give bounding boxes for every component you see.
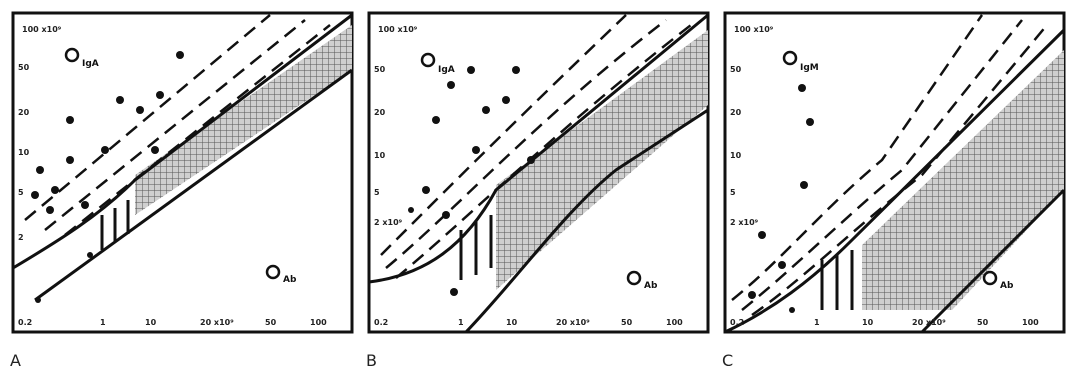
y-tick: 50 xyxy=(374,65,386,74)
y-tick: 2 x10⁹ xyxy=(730,218,759,227)
y-tick: 50 xyxy=(18,63,30,72)
y-tick: 2 xyxy=(18,233,24,242)
panel-label-a: A xyxy=(10,351,21,370)
x-tick: 0.2 xyxy=(374,318,388,327)
y-tick: 10 xyxy=(730,151,742,160)
x-tick: 100 xyxy=(666,318,683,327)
annotation-upper: IgM xyxy=(800,63,819,73)
y-tick: 2 x10⁹ xyxy=(374,218,403,227)
igM-marker-icon xyxy=(784,52,796,64)
panel-label-b: B xyxy=(366,351,377,370)
ab-marker-icon xyxy=(267,266,279,278)
annotation-upper: IgA xyxy=(438,65,455,75)
panel-b: IgA Ab 100 x10⁹ 50 20 10 5 2 x10⁹ 0.2 1 … xyxy=(366,10,711,335)
plot-c: IgM Ab 100 x10⁹ 50 20 10 5 2 x10⁹ 0.2 1 … xyxy=(722,10,1067,335)
x-tick: 10 xyxy=(862,318,874,327)
igA-marker-icon xyxy=(66,49,78,61)
y-tick: 10 xyxy=(18,148,30,157)
y-tick: 20 xyxy=(374,108,386,117)
annotation-lower: Ab xyxy=(1000,281,1014,291)
plot-b: IgA Ab 100 x10⁹ 50 20 10 5 2 x10⁹ 0.2 1 … xyxy=(366,10,711,335)
y-tick: 100 x10⁹ xyxy=(734,25,774,34)
y-tick: 50 xyxy=(730,65,742,74)
x-tick: 1 xyxy=(458,318,464,327)
x-tick: 50 xyxy=(621,318,633,327)
plot-a: IgA Ab 100 x10⁹ 50 20 10 5 2 0.2 1 10 20… xyxy=(10,10,355,335)
y-tick: 20 xyxy=(730,108,742,117)
x-tick: 100 xyxy=(1022,318,1039,327)
x-tick: 1 xyxy=(100,318,106,327)
y-tick: 5 xyxy=(18,188,24,197)
x-tick: 10 xyxy=(145,318,157,327)
y-tick: 5 xyxy=(374,188,380,197)
x-tick: 10 xyxy=(506,318,518,327)
x-tick: 100 xyxy=(310,318,327,327)
x-tick: 20 x10⁹ xyxy=(200,318,234,327)
igA-marker-icon xyxy=(422,54,434,66)
panel-a: IgA Ab 100 x10⁹ 50 20 10 5 2 0.2 1 10 20… xyxy=(10,10,355,335)
annotation-lower: Ab xyxy=(283,275,297,285)
panel-c: IgM Ab 100 x10⁹ 50 20 10 5 2 x10⁹ 0.2 1 … xyxy=(722,10,1067,335)
annotation-lower: Ab xyxy=(644,281,658,291)
x-tick: 50 xyxy=(265,318,277,327)
ab-marker-icon xyxy=(628,272,640,284)
y-tick: 5 xyxy=(730,188,736,197)
x-tick: 1 xyxy=(814,318,820,327)
panel-label-c: C xyxy=(722,351,733,370)
x-tick: 20 x10⁹ xyxy=(556,318,590,327)
y-tick: 20 xyxy=(18,108,30,117)
y-tick: 100 x10⁹ xyxy=(378,25,418,34)
x-tick: 0.2 xyxy=(730,318,744,327)
y-tick: 10 xyxy=(374,151,386,160)
annotation-upper: IgA xyxy=(82,59,99,69)
x-tick: 50 xyxy=(977,318,989,327)
ab-marker-icon xyxy=(984,272,996,284)
x-tick: 0.2 xyxy=(18,318,32,327)
x-tick: 20 x10⁹ xyxy=(912,318,946,327)
y-tick: 100 x10⁹ xyxy=(22,25,62,34)
